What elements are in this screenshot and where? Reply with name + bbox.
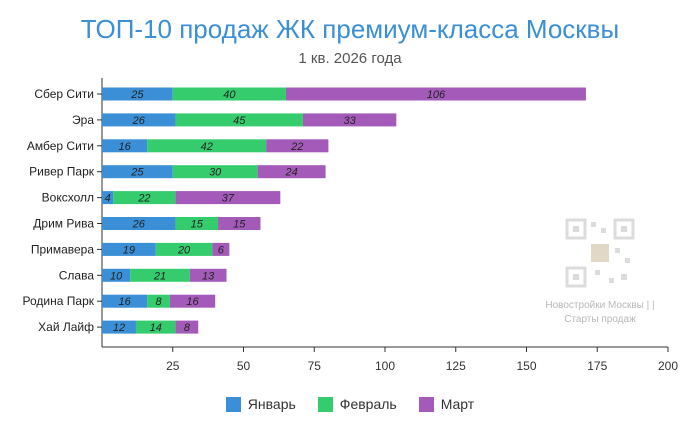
bar-segment [147,139,267,153]
data-label: 106 [427,89,446,101]
x-tick-label: 175 [587,359,607,373]
data-label: 12 [113,322,125,334]
data-label: 26 [132,219,146,231]
bar-segment [102,113,176,127]
legend-item-february[interactable]: Февраль [317,396,397,412]
y-category-label: Хай Лайф [38,320,94,334]
bar-segment [102,320,136,334]
x-tick-label: 200 [658,359,678,373]
bar-segment [102,217,176,230]
data-label: 20 [177,244,191,256]
y-category-label: Воксхолл [42,191,94,205]
chart-title: ТОП-10 продаж ЖК премиум-класса Москвы [80,14,620,44]
bar-segment [172,87,286,101]
data-label: 10 [110,270,123,282]
chart-legend: Январь Февраль Март [0,396,700,412]
bar-segment [172,165,258,179]
data-label: 33 [344,115,357,127]
data-label: 16 [119,141,132,153]
legend-item-march[interactable]: Март [418,396,475,412]
legend-label-january: Январь [247,396,296,412]
data-label: 15 [191,219,204,231]
y-category-label: Дрим Рива [33,217,94,231]
data-label: 15 [233,219,246,231]
x-tick-label: 125 [446,359,466,373]
bar-segment [102,242,156,256]
bar-segment [175,320,199,334]
watermark-line-2: Старты продаж [564,314,636,325]
x-tick-label: 150 [516,359,536,373]
bar-segment [113,191,176,205]
bar-segment [302,113,397,127]
legend-label-february: Февраль [339,396,397,412]
data-label: 8 [156,296,163,308]
data-label: 37 [222,193,235,205]
legend-item-january[interactable]: Январь [225,396,296,412]
bar-segment [175,217,219,230]
qr-code-icon [565,218,635,288]
bar-segment [102,139,148,153]
bar-segment [155,242,213,256]
data-label: 19 [123,244,135,256]
bar-segment [130,268,190,282]
y-category-label: Слава [59,268,95,282]
bar-segment [218,217,261,230]
data-label: 45 [233,115,246,127]
chart-subtitle: 1 кв. 2026 года [298,50,402,67]
bar-segment [102,87,173,101]
legend-swatch-january [225,396,241,412]
data-label: 6 [218,244,225,256]
x-tick-label: 50 [237,359,251,373]
legend-label-march: Март [440,396,475,412]
data-label: 25 [130,167,144,179]
data-label: 21 [153,270,166,282]
legend-swatch-february [317,396,333,412]
legend-swatch-march [418,396,434,412]
bar-segment [102,165,173,179]
bar-segment [266,139,329,153]
bar-segment [175,113,303,127]
y-category-label: Ривер Парк [29,165,95,179]
x-tick-label: 100 [375,359,395,373]
data-label: 16 [186,296,199,308]
data-label: 25 [130,89,144,101]
data-label: 40 [223,89,236,101]
data-label: 16 [119,296,132,308]
bar-segment [285,87,586,101]
x-tick-label: 25 [166,359,180,373]
data-label: 13 [202,270,215,282]
data-label: 24 [284,167,297,179]
bar-segment [102,191,114,205]
data-label: 26 [132,115,146,127]
watermark-line-1: Новостройки Москвы | | [545,300,655,311]
data-label: 30 [209,167,222,179]
bar-segment [257,165,326,179]
data-label: 42 [201,141,213,153]
bar-segment [175,191,281,205]
y-category-label: Примавера [31,242,95,256]
x-tick-label: 75 [308,359,322,373]
data-label: 4 [105,193,111,205]
y-category-label: Эра [72,113,94,127]
y-category-label: Сбер Сити [34,87,94,101]
y-category-label: Родина Парк [23,294,95,308]
bar-segment [169,294,216,308]
bar-segment [135,320,176,334]
bar-segment [102,294,148,308]
watermark: Новостройки Москвы | | Старты продаж [520,218,680,327]
data-label: 14 [150,322,162,334]
data-label: 8 [184,322,191,334]
bar-segment [189,268,227,282]
bar-segment [212,242,230,256]
y-category-label: Амбер Сити [27,139,94,153]
bar-segment [102,268,131,282]
data-label: 22 [137,193,150,205]
bar-segment [147,294,170,308]
data-label: 22 [290,141,303,153]
